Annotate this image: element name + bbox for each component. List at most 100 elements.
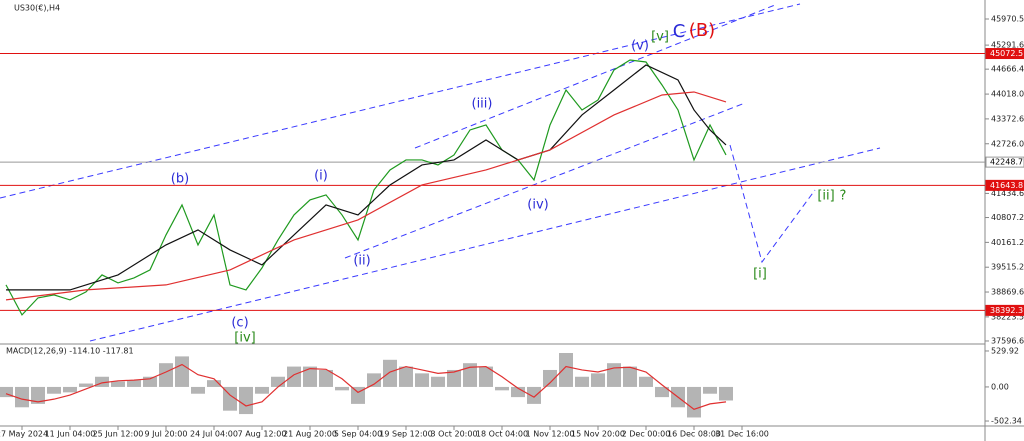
y-tick-label: 38869.6 [991, 288, 1024, 297]
x-tick-label: 21 Aug 20:00 [283, 430, 337, 439]
wave-label: (ii) [353, 254, 370, 269]
x-tick-label: 24 Jul 04:00 [190, 430, 238, 439]
macd-bar [319, 369, 333, 387]
channel-line [89, 147, 881, 342]
y-tick-label: 38223.5 [991, 312, 1024, 321]
wave-label: (iv) [527, 198, 548, 213]
x-tick-label: 2 Dec 00:00 [622, 430, 671, 439]
y-tick-label: 41434.6 [991, 189, 1024, 198]
wave-label: (i) [314, 169, 328, 184]
macd-bar [719, 386, 733, 401]
macd-bar [95, 376, 109, 387]
macd-bar [79, 383, 93, 387]
current-price-label: 42248.7 [990, 158, 1023, 167]
macd-bar [175, 356, 189, 387]
x-tick-label: 7 Aug 12:00 [238, 430, 287, 439]
x-tick-label: 5 Sep 04:00 [334, 430, 382, 439]
level-line-box [985, 179, 1024, 191]
macd-bar [495, 386, 509, 391]
macd-bar [127, 380, 141, 387]
macd-bar [559, 353, 573, 387]
macd-bar [287, 366, 301, 387]
wave-label: (c) [231, 316, 248, 331]
wave-label: [iv] [234, 331, 255, 346]
channel-line [0, 3, 801, 199]
macd-bar [655, 386, 669, 398]
y-tick-label: 40807.2 [991, 213, 1024, 222]
macd-bar [0, 386, 13, 398]
macd-bar [447, 369, 461, 387]
macd-bar [47, 386, 61, 394]
macd-bar [223, 386, 237, 411]
channel-line [414, 4, 776, 149]
x-tick-label: 27 May 2024 [0, 430, 48, 439]
level-line-label: 41643.8 [990, 181, 1023, 190]
chart-title: US30(€),H4 [14, 4, 60, 13]
y-tick-label: 42726.0 [991, 139, 1024, 148]
projection-line [729, 144, 816, 264]
macd-bar [335, 386, 349, 391]
macd-bar [15, 386, 29, 408]
macd-bar [511, 386, 525, 398]
macd-bar [31, 386, 45, 404]
x-tick-label: 3 Oct 20:00 [430, 430, 477, 439]
macd-bar [367, 373, 381, 387]
wave-label: ? [840, 189, 847, 204]
x-tick-label: 31 Dec 16:00 [715, 430, 769, 439]
x-tick-label: 19 Sep 12:00 [379, 430, 432, 439]
x-tick-label: 15 Nov 20:00 [571, 430, 625, 439]
macd-bar [431, 376, 445, 387]
macd-bar [687, 386, 701, 418]
channel-line [344, 102, 746, 259]
macd-bar [383, 359, 397, 387]
x-tick-label: 11 Jun 04:00 [45, 430, 96, 439]
series-line [6, 64, 727, 291]
macd-bar [191, 386, 205, 394]
macd-bar [463, 363, 477, 387]
x-tick-label: 1 Nov 12:00 [526, 430, 575, 439]
macd-bar [143, 376, 157, 387]
wave-label: [v] [651, 30, 669, 45]
wave-label: [ii] [817, 189, 834, 204]
macd-bar [63, 386, 77, 393]
current-price-box [985, 156, 1024, 168]
macd-bar [399, 366, 413, 387]
level-line-label: 45072.5 [990, 49, 1023, 58]
wave-label: (B) [689, 20, 715, 41]
x-tick-label: 18 Oct 04:00 [476, 430, 528, 439]
macd-bar [607, 363, 621, 387]
y-tick-label: 45970.5 [991, 15, 1024, 24]
macd-bar [575, 376, 589, 387]
y-tick-label: -502.34 [991, 417, 1022, 426]
y-tick-label: 39515.2 [991, 263, 1024, 272]
wave-label: (v) [631, 39, 649, 54]
y-tick-label: 44666.4 [991, 65, 1024, 74]
y-tick-label: 45291.6 [991, 41, 1024, 50]
macd-bar [159, 363, 173, 387]
macd-bar [623, 366, 637, 387]
macd-title: MACD(12,26,9) -114.10 -117.81 [6, 347, 134, 356]
wave-label: C [673, 21, 686, 42]
y-tick-label: 0.00 [991, 382, 1009, 391]
macd-bar [479, 366, 493, 387]
wave-label: [i] [753, 267, 767, 282]
macd-bar [111, 381, 125, 387]
series-line [5, 363, 727, 410]
macd-bar [303, 366, 317, 387]
level-line-label: 38392.3 [990, 306, 1023, 315]
macd-bar [207, 380, 221, 387]
x-tick-label: 16 Dec 08:00 [667, 430, 721, 439]
macd-bar [591, 373, 605, 387]
y-tick-label: 40161.2 [991, 238, 1024, 247]
series-line [5, 91, 727, 301]
macd-bar [639, 376, 653, 387]
macd-bar [415, 373, 429, 387]
x-tick-label: 25 Jun 12:00 [93, 430, 144, 439]
y-tick-label: 44018.0 [991, 90, 1024, 99]
y-tick-label: 43372.6 [991, 114, 1024, 123]
macd-bar [527, 386, 541, 404]
macd-bar [543, 369, 557, 387]
macd-bar [239, 386, 253, 415]
